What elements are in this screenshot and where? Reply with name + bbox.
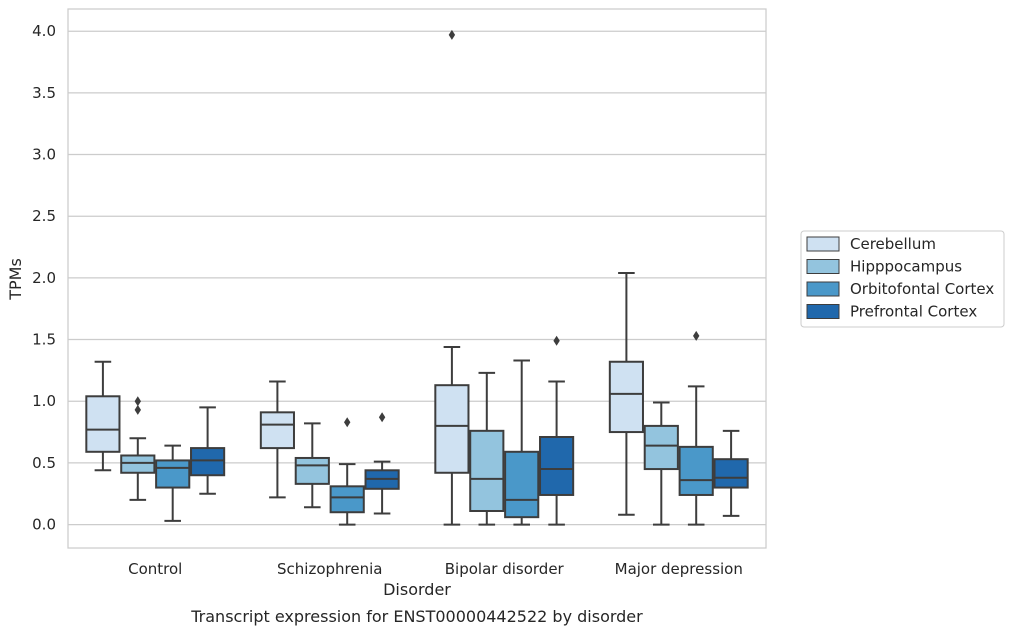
y-tick-label: 1.0 <box>32 392 56 410</box>
x-tick-label: Bipolar disorder <box>445 560 565 578</box>
x-axis-title: Disorder <box>383 580 451 599</box>
y-tick-label: 0.0 <box>32 516 56 534</box>
legend-swatch <box>806 281 840 297</box>
box-body <box>155 459 191 489</box>
legend: Cerebellum Hipppocampus Orbitofontal Corte… <box>800 230 1005 328</box>
box-1-1 <box>294 422 330 509</box>
figure-caption: Transcript expression for ENST0000044252… <box>190 607 643 626</box>
legend-label: Orbitofontal Cortex <box>850 280 994 298</box>
box-1-2 <box>469 371 505 526</box>
box-body <box>434 384 470 474</box>
box-1-3 <box>643 401 679 526</box>
y-tick-label: 2.0 <box>32 269 56 287</box>
legend-frame <box>800 230 1005 328</box>
box-2-0 <box>155 444 191 522</box>
y-axis-title: TPMs <box>6 258 25 301</box>
x-tick-label: Schizophrenia <box>277 560 382 578</box>
outlier-marker <box>693 330 700 341</box>
y-tick-labels: 0.0 0.5 1.0 1.5 2.0 2.5 3.0 3.5 4.0 <box>32 22 56 533</box>
box-body <box>643 424 679 471</box>
legend-swatch <box>806 259 840 274</box>
box-body <box>294 456 330 485</box>
box-body <box>120 454 156 474</box>
box-body <box>85 395 121 453</box>
box-body <box>259 411 295 450</box>
box-3-2 <box>539 335 575 526</box>
y-tick-label: 3.5 <box>32 84 56 102</box>
box-3-3 <box>713 429 749 517</box>
box-0-0 <box>85 360 121 472</box>
box-body <box>504 450 540 519</box>
gridlines <box>68 30 766 526</box>
box-groups <box>85 29 749 526</box>
box-3-1 <box>364 412 400 515</box>
y-tick-label: 3.0 <box>32 146 56 164</box>
box-body <box>678 445 714 496</box>
box-0-1 <box>259 380 295 499</box>
legend-swatch <box>806 236 840 252</box>
legend-label: Cerebellum <box>850 235 936 253</box>
outlier-marker <box>553 335 560 346</box>
box-2-3 <box>678 330 714 526</box>
outlier-marker <box>448 29 456 40</box>
box-body <box>329 485 365 514</box>
legend-label: Prefrontal Cortex <box>850 303 977 321</box>
box-body <box>469 429 505 512</box>
y-tick-label: 2.5 <box>32 207 56 225</box>
box-body <box>539 435 575 496</box>
x-tick-labels: Control Schizophrenia Bipolar disorder Majo… <box>128 560 743 578</box>
y-tick-label: 0.5 <box>32 454 56 472</box>
y-tick-label: 4.0 <box>32 22 56 40</box>
box-3-0 <box>190 406 226 495</box>
legend-swatch <box>806 304 840 319</box>
box-body <box>713 458 749 489</box>
box-0-3 <box>608 271 644 516</box>
box-1-0 <box>120 396 156 501</box>
box-0-2 <box>434 29 470 526</box>
box-2-1 <box>329 417 365 526</box>
y-tick-label: 1.5 <box>32 331 56 349</box>
outlier-marker <box>134 396 141 407</box>
x-tick-label: Major depression <box>615 560 743 578</box>
box-body <box>608 360 644 434</box>
box-2-2 <box>504 359 540 526</box>
x-tick-label: Control <box>128 560 182 578</box>
box-body <box>190 447 226 477</box>
outlier-marker <box>134 404 141 415</box>
outlier-marker <box>378 412 386 423</box>
outlier-marker <box>344 417 351 428</box>
legend-label: Hipppocampus <box>850 258 962 276</box>
plot-frame <box>67 8 767 549</box>
